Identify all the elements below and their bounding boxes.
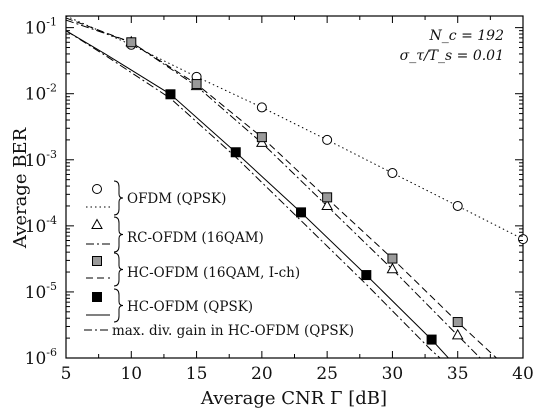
legend-brace-3 (113, 288, 124, 323)
legend-brace-2 (113, 252, 124, 287)
data-point-s3-0 (165, 89, 176, 100)
x-tick-label-3: 20 (251, 364, 273, 384)
legend-label-1: RC-OFDM (16QAM) (127, 230, 264, 246)
y-axis-label: Average BER (10, 127, 31, 249)
annotation-sigma: σ_τ/T_s = 0.01 (400, 48, 504, 64)
data-point-s0-5 (452, 200, 463, 211)
data-point-s2-0 (126, 37, 137, 48)
legend-label-4: max. div. gain in HC-OFDM (QPSK) (112, 323, 354, 339)
data-point-s2-3 (322, 192, 333, 203)
y-tick-label-2: 10-3 (25, 148, 57, 171)
series-curves (66, 16, 523, 358)
legend-brace-1 (113, 216, 124, 253)
data-point-s2-1 (191, 79, 202, 90)
data-point-s1-5 (451, 328, 464, 340)
data-point-s3-1 (230, 147, 241, 158)
series-markers (125, 35, 528, 345)
data-point-s3-3 (361, 270, 372, 281)
y-tick-label-0: 10-1 (25, 16, 57, 39)
x-tick-label-1: 10 (120, 364, 142, 384)
series-line-2 (66, 17, 498, 358)
legend-marker-0 (92, 184, 102, 194)
series-line-4 (66, 30, 441, 358)
data-point-s0-6 (518, 234, 528, 245)
y-tick-label-5: 10-6 (25, 346, 57, 369)
data-point-s2-5 (452, 317, 463, 328)
series-line-3 (66, 30, 450, 358)
series-line-0 (66, 16, 523, 240)
legend-label-3: HC-OFDM (QPSK) (127, 299, 253, 315)
data-point-s3-4 (426, 334, 437, 345)
x-tick-label-0: 5 (61, 364, 72, 384)
x-tick-label-6: 35 (447, 364, 469, 384)
y-tick-label-1: 10-2 (25, 82, 57, 105)
legend: OFDM (QPSK) RC-OFDM (16QAM) HC-OFDM (16QAM… (84, 180, 354, 339)
data-point-s0-3 (322, 134, 333, 145)
data-point-s2-2 (256, 132, 267, 143)
axis-ticks (65, 16, 524, 359)
x-tick-label-5: 30 (382, 364, 404, 384)
x-axis-label: Average CNR Γ [dB] (200, 388, 387, 409)
legend-marker-1 (91, 218, 103, 229)
y-tick-label-4: 10-5 (25, 280, 57, 303)
data-point-s0-2 (256, 102, 267, 113)
annotation-nc: N_c = 192 (429, 28, 505, 44)
y-tick-label-3: 10-4 (25, 214, 57, 237)
x-tick-label-4: 25 (316, 364, 338, 384)
x-tick-label-2: 15 (186, 364, 208, 384)
legend-label-0: OFDM (QPSK) (127, 191, 226, 207)
legend-label-2: HC-OFDM (16QAM, I-ch) (127, 265, 300, 281)
data-point-s3-2 (296, 207, 307, 218)
legend-brace-0 (113, 180, 124, 216)
data-point-s2-4 (387, 253, 398, 264)
data-point-s1-4 (386, 262, 399, 274)
legend-marker-2 (92, 256, 102, 266)
data-point-s1-3 (321, 199, 333, 210)
tick-labels: 5 10 15 20 25 30 35 40 10-1 10-2 10-3 10-4 10-5 10-6 (25, 16, 534, 384)
data-point-s0-4 (387, 168, 398, 179)
x-tick-label-7: 40 (512, 364, 534, 384)
legend-marker-3 (92, 292, 102, 302)
